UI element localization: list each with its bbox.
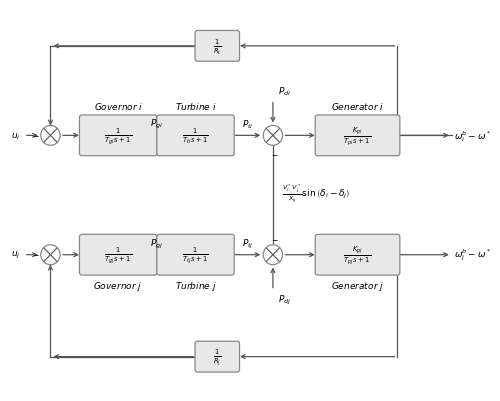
FancyBboxPatch shape: [315, 235, 400, 275]
Circle shape: [263, 126, 282, 146]
Text: $P_{dj}$: $P_{dj}$: [278, 293, 291, 306]
Circle shape: [41, 126, 60, 146]
Text: $\frac{V_i^*\,V_j^*}{X_{ij}}\sin\left(\delta_i - \delta_j\right)$: $\frac{V_i^*\,V_j^*}{X_{ij}}\sin\left(\d…: [282, 182, 350, 204]
Text: Turbine $j$: Turbine $j$: [174, 279, 216, 292]
FancyBboxPatch shape: [195, 31, 240, 62]
FancyBboxPatch shape: [315, 115, 400, 156]
Text: $\frac{1}{T_{tj}\,s+1}$: $\frac{1}{T_{tj}\,s+1}$: [182, 245, 209, 265]
Text: $\frac{1}{T_{gi}\,s+1}$: $\frac{1}{T_{gi}\,s+1}$: [104, 126, 132, 146]
Text: Generator $i$: Generator $i$: [331, 101, 384, 112]
Text: $P_{gj}$: $P_{gj}$: [150, 237, 164, 250]
Text: $-$: $-$: [270, 233, 278, 242]
Text: $P_{ti}$: $P_{ti}$: [242, 119, 254, 131]
FancyBboxPatch shape: [80, 235, 157, 275]
Text: $P_{tj}$: $P_{tj}$: [242, 237, 254, 250]
Text: $\frac{K_{pi}}{T_{pi}\,s+1}$: $\frac{K_{pi}}{T_{pi}\,s+1}$: [344, 125, 371, 147]
Text: $P_{gi}$: $P_{gi}$: [150, 118, 164, 131]
Text: $u_j$: $u_j$: [10, 249, 20, 261]
Text: $-$: $-$: [32, 130, 40, 138]
Text: $\frac{1}{R_i}$: $\frac{1}{R_i}$: [213, 37, 222, 57]
Text: $\omega_j^b - \omega^*$: $\omega_j^b - \omega^*$: [454, 247, 492, 263]
Text: Governor $j$: Governor $j$: [94, 279, 143, 292]
FancyBboxPatch shape: [157, 235, 234, 275]
FancyBboxPatch shape: [80, 115, 157, 156]
Text: Generator $j$: Generator $j$: [331, 279, 384, 292]
Text: $P_{di}$: $P_{di}$: [278, 85, 291, 98]
FancyBboxPatch shape: [157, 115, 234, 156]
Text: $-$: $-$: [32, 249, 40, 257]
Text: $\omega_i^b - \omega^*$: $\omega_i^b - \omega^*$: [454, 129, 492, 144]
Text: $\frac{K_{pj}}{T_{pj}\,s+1}$: $\frac{K_{pj}}{T_{pj}\,s+1}$: [344, 244, 371, 266]
Circle shape: [41, 245, 60, 265]
FancyBboxPatch shape: [195, 341, 240, 372]
Text: $\frac{1}{R_j}$: $\frac{1}{R_j}$: [213, 346, 222, 367]
Text: Turbine $i$: Turbine $i$: [174, 101, 216, 112]
Text: $\frac{1}{T_{ti}\,s+1}$: $\frac{1}{T_{ti}\,s+1}$: [182, 126, 209, 146]
Circle shape: [263, 245, 282, 265]
Text: $u_i$: $u_i$: [10, 131, 20, 141]
Text: $\frac{1}{T_{gj}\,s+1}$: $\frac{1}{T_{gj}\,s+1}$: [104, 245, 132, 265]
Text: Governor $i$: Governor $i$: [94, 101, 143, 112]
Text: $-$: $-$: [270, 149, 278, 158]
